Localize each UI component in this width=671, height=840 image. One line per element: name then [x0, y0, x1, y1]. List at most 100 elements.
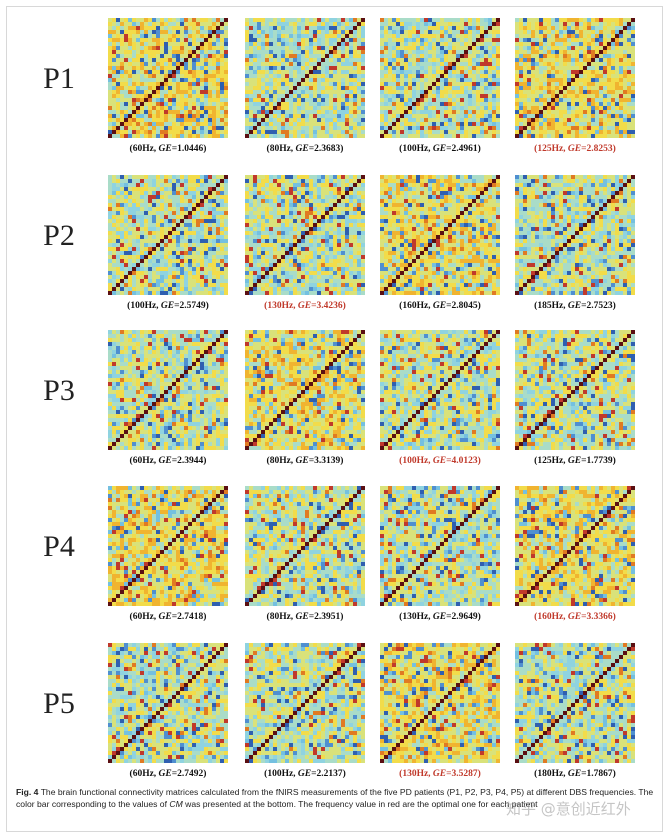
- matrix-cell: [184, 26, 188, 30]
- matrix-cell: [460, 110, 464, 114]
- matrix-cell: [317, 58, 321, 62]
- matrix-cell: [273, 110, 277, 114]
- matrix-cell: [120, 287, 124, 291]
- matrix-cell: [468, 122, 472, 126]
- matrix-cell: [297, 134, 301, 138]
- matrix-cell: [464, 102, 468, 106]
- matrix-cell: [112, 42, 116, 46]
- matrix-cell: [587, 134, 591, 138]
- matrix-cell: [192, 106, 196, 110]
- matrix-cell: [607, 18, 611, 22]
- matrix-cell: [172, 279, 176, 283]
- matrix-cell: [631, 98, 635, 102]
- matrix-cell: [281, 30, 285, 34]
- matrix-cell: [603, 98, 607, 102]
- matrix-cell: [297, 114, 301, 118]
- matrix-cell: [400, 126, 404, 130]
- matrix-cell: [285, 114, 289, 118]
- matrix-cell: [408, 38, 412, 42]
- matrix-cell: [204, 110, 208, 114]
- matrix-cell: [124, 271, 128, 275]
- matrix-cell: [492, 114, 496, 118]
- matrix-cell: [208, 251, 212, 255]
- matrix-cell: [551, 46, 555, 50]
- matrix-cell: [488, 18, 492, 22]
- matrix-cell: [492, 102, 496, 106]
- matrix-cell: [543, 30, 547, 34]
- matrix-cell: [531, 94, 535, 98]
- matrix-cell: [543, 54, 547, 58]
- matrix-cell: [148, 259, 152, 263]
- matrix-cell: [337, 82, 341, 86]
- matrix-cell: [184, 219, 188, 223]
- matrix-cell: [547, 82, 551, 86]
- matrix-cell: [257, 106, 261, 110]
- matrix-cell: [136, 106, 140, 110]
- matrix-cell: [325, 211, 329, 215]
- matrix-cell: [388, 114, 392, 118]
- matrix-cell: [164, 223, 168, 227]
- matrix-cell: [124, 283, 128, 287]
- matrix-cell: [212, 122, 216, 126]
- matrix-cell: [188, 251, 192, 255]
- matrix-cell: [220, 187, 224, 191]
- matrix-cell: [212, 227, 216, 231]
- matrix-cell: [496, 54, 500, 58]
- matrix-cell: [353, 34, 357, 38]
- matrix-cell: [337, 211, 341, 215]
- matrix-cell: [432, 86, 436, 90]
- matrix-cell: [345, 22, 349, 26]
- matrix-cell: [224, 175, 228, 179]
- matrix-cell: [380, 50, 384, 54]
- matrix-cell: [216, 271, 220, 275]
- matrix-cell: [563, 18, 567, 22]
- matrix-cell: [204, 50, 208, 54]
- matrix-cell: [160, 255, 164, 259]
- matrix-cell: [124, 78, 128, 82]
- matrix-cell: [345, 54, 349, 58]
- matrix-cell: [120, 263, 124, 267]
- matrix-cell: [132, 187, 136, 191]
- matrix-cell: [523, 66, 527, 70]
- matrix-cell: [337, 223, 341, 227]
- matrix-cell: [273, 74, 277, 78]
- matrix-cell: [116, 219, 120, 223]
- matrix-cell: [172, 251, 176, 255]
- matrix-cell: [627, 82, 631, 86]
- matrix-cell: [535, 62, 539, 66]
- matrix-cell: [184, 231, 188, 235]
- matrix-cell: [615, 118, 619, 122]
- matrix-cell: [408, 34, 412, 38]
- matrix-cell: [420, 22, 424, 26]
- matrix-cell: [567, 58, 571, 62]
- matrix-cell: [361, 118, 365, 122]
- matrix-cell: [583, 130, 587, 134]
- matrix-cell: [277, 175, 281, 179]
- matrix-cell: [144, 263, 148, 267]
- matrix-cell: [164, 38, 168, 42]
- matrix-cell: [220, 58, 224, 62]
- matrix-cell: [535, 30, 539, 34]
- matrix-cell: [325, 199, 329, 203]
- matrix-cell: [277, 203, 281, 207]
- matrix-cell: [519, 18, 523, 22]
- matrix-cell: [285, 22, 289, 26]
- matrix-cell: [180, 287, 184, 291]
- matrix-cell: [204, 90, 208, 94]
- matrix-cell: [309, 78, 313, 82]
- matrix-cell: [317, 203, 321, 207]
- matrix-cell: [273, 46, 277, 50]
- matrix-cell: [168, 235, 172, 239]
- matrix-cell: [321, 118, 325, 122]
- matrix-cell: [436, 58, 440, 62]
- matrix-cell: [160, 267, 164, 271]
- matrix-cell: [309, 126, 313, 130]
- matrix-cell: [595, 58, 599, 62]
- matrix-cell: [132, 98, 136, 102]
- matrix-cell: [192, 239, 196, 243]
- matrix-cell: [277, 102, 281, 106]
- matrix-cell: [519, 62, 523, 66]
- matrix-cell: [380, 130, 384, 134]
- matrix-cell: [132, 275, 136, 279]
- matrix-cell: [180, 58, 184, 62]
